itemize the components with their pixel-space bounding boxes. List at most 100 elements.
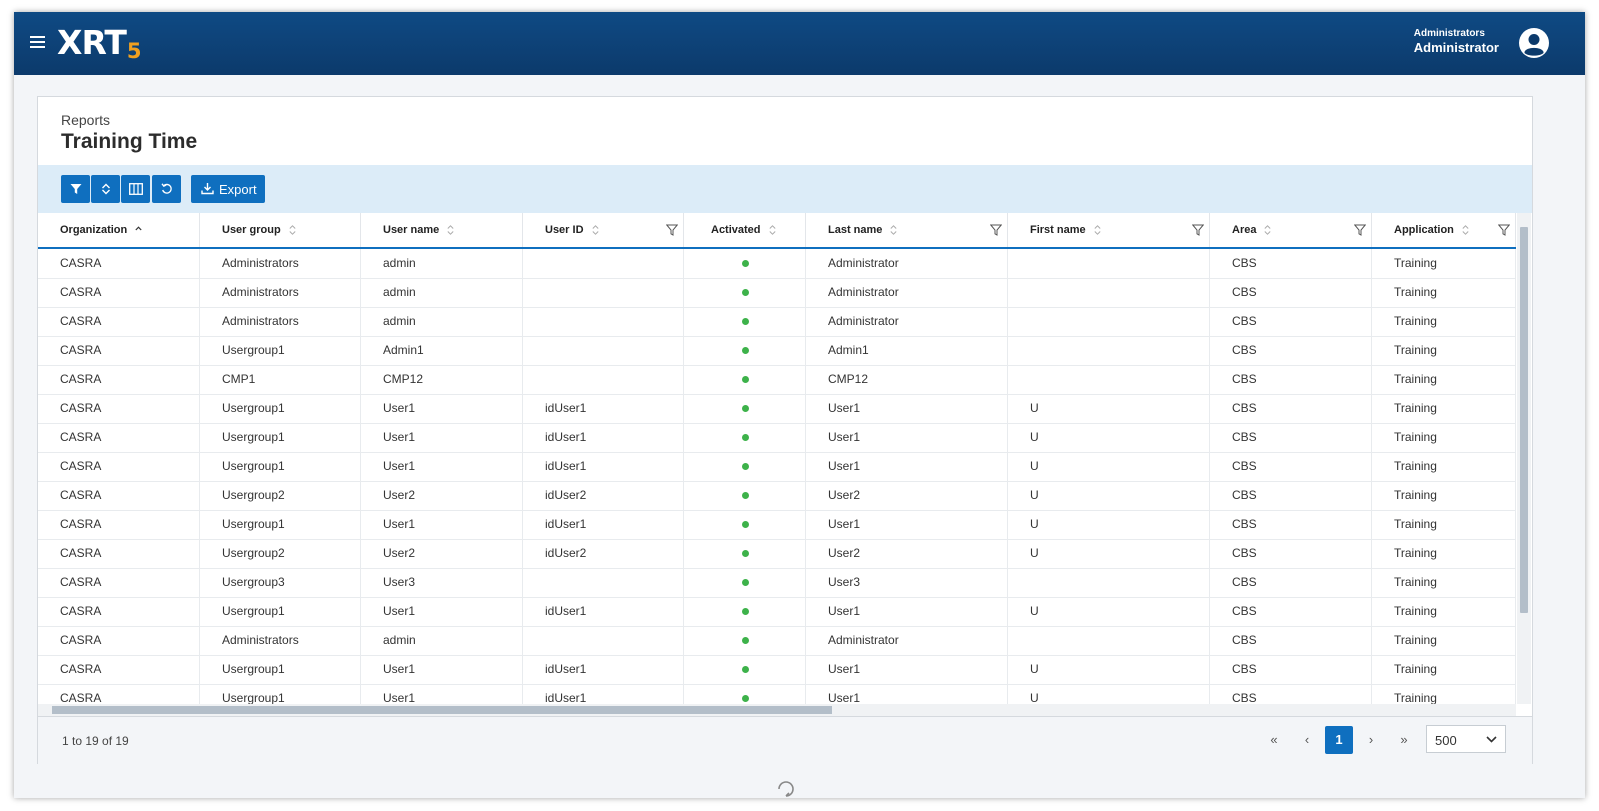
- cell-text: Training: [1394, 517, 1437, 531]
- cell-last-name: User1: [806, 394, 1008, 423]
- table-row[interactable]: CASRA Usergroup2 User2 idUser2 User2 U CBS Trai…: [38, 539, 1516, 569]
- app-logo[interactable]: XRT5: [57, 24, 141, 66]
- activated-status-icon: [742, 318, 749, 325]
- user-role: Administrators: [1413, 28, 1485, 39]
- column-header-organization[interactable]: Organization: [38, 213, 200, 247]
- cell-first-name: [1008, 336, 1210, 365]
- page-button-current[interactable]: 1: [1325, 726, 1353, 754]
- table-row[interactable]: CASRA Usergroup1 User1 idUser1 User1 U CBS Trai…: [38, 655, 1516, 685]
- column-header-activated[interactable]: Activated: [684, 213, 806, 247]
- page-size-select[interactable]: 500: [1426, 725, 1506, 753]
- cell-organization: CASRA: [38, 452, 200, 481]
- cell-first-name: [1008, 307, 1210, 336]
- cell-text: Training: [1394, 691, 1437, 704]
- cell-activated: [684, 597, 806, 626]
- cell-first-name: [1008, 365, 1210, 394]
- column-header-user-group[interactable]: User group: [200, 213, 361, 247]
- filter-icon: [70, 184, 81, 194]
- horizontal-scroll-thumb[interactable]: [52, 706, 832, 714]
- vertical-scrollbar[interactable]: [1517, 213, 1531, 704]
- cell-organization: CASRA: [38, 597, 200, 626]
- table-row[interactable]: CASRA Administrators admin Administrator CBS…: [38, 249, 1516, 279]
- cell-user-id: [523, 307, 684, 336]
- cell-text: CASRA: [60, 430, 102, 444]
- column-filter-icon[interactable]: [1354, 224, 1366, 236]
- table-row[interactable]: CASRA Administrators admin Administrator CBS…: [38, 278, 1516, 308]
- next-page-button[interactable]: ›: [1368, 732, 1374, 747]
- export-button[interactable]: Export: [191, 175, 265, 203]
- table-row[interactable]: CASRA Usergroup3 User3 User3 CBS Training: [38, 568, 1516, 598]
- breadcrumb[interactable]: Reports: [61, 112, 111, 128]
- table-row[interactable]: CASRA Usergroup1 User1 idUser1 User1 U CBS Trai…: [38, 423, 1516, 453]
- column-filter-icon[interactable]: [990, 224, 1002, 236]
- prev-page-button[interactable]: ‹: [1304, 732, 1310, 747]
- reset-button[interactable]: [152, 175, 181, 203]
- column-filter-icon[interactable]: [1192, 224, 1204, 236]
- cell-user-group: Usergroup2: [200, 539, 361, 568]
- horizontal-scrollbar[interactable]: [38, 704, 1516, 716]
- table-row[interactable]: CASRA Usergroup1 Admin1 Admin1 CBS Training: [38, 336, 1516, 366]
- sort-icon[interactable]: [1094, 225, 1101, 235]
- cell-text: CBS: [1232, 604, 1257, 618]
- first-page-button[interactable]: «: [1270, 732, 1278, 747]
- column-filter-icon[interactable]: [1498, 224, 1510, 236]
- chevron-down-icon: [1486, 736, 1497, 743]
- cell-text: U: [1030, 459, 1039, 473]
- columns-icon: [128, 183, 143, 195]
- column-header-first-name[interactable]: First name: [1008, 213, 1210, 247]
- sort-icon[interactable]: [447, 225, 454, 235]
- cell-text: Training: [1394, 459, 1437, 473]
- cell-organization: CASRA: [38, 481, 200, 510]
- column-header-user-name[interactable]: User name: [361, 213, 523, 247]
- sort-icon[interactable]: [769, 225, 776, 235]
- column-header-user-id[interactable]: User ID: [523, 213, 684, 247]
- column-header-last-name[interactable]: Last name: [806, 213, 1008, 247]
- columns-button[interactable]: [121, 175, 150, 203]
- column-header-label: First name: [1030, 224, 1086, 236]
- table-row[interactable]: CASRA Usergroup1 User1 idUser1 User1 U CBS Trai…: [38, 510, 1516, 540]
- cell-last-name: CMP12: [806, 365, 1008, 394]
- cell-activated: [684, 539, 806, 568]
- sort-icon[interactable]: [592, 225, 599, 235]
- cell-text: U: [1030, 691, 1039, 704]
- cell-user-name: User1: [361, 394, 523, 423]
- cell-activated: [684, 336, 806, 365]
- cell-area: CBS: [1210, 365, 1372, 394]
- sort-button[interactable]: [91, 175, 120, 203]
- vertical-scroll-thumb[interactable]: [1520, 227, 1528, 613]
- table-row[interactable]: CASRA Usergroup1 User1 idUser1 User1 U CBS Trai…: [38, 597, 1516, 627]
- sort-icon[interactable]: [289, 225, 296, 235]
- filter-button[interactable]: [61, 175, 90, 203]
- table-row[interactable]: CASRA CMP1 CMP12 CMP12 CBS Training: [38, 365, 1516, 395]
- table-row[interactable]: CASRA Administrators admin Administrator CBS…: [38, 626, 1516, 656]
- avatar-icon[interactable]: [1519, 28, 1549, 58]
- user-info[interactable]: Administrators Administrator: [1414, 28, 1499, 55]
- cell-user-name: admin: [361, 249, 523, 278]
- cell-area: CBS: [1210, 539, 1372, 568]
- last-page-button[interactable]: »: [1400, 732, 1408, 747]
- table-row[interactable]: CASRA Usergroup1 User1 idUser1 User1 U CBS Trai…: [38, 452, 1516, 482]
- cell-first-name: [1008, 568, 1210, 597]
- cell-area: CBS: [1210, 452, 1372, 481]
- sort-icon[interactable]: [1462, 225, 1469, 235]
- cell-user-id: idUser1: [523, 655, 684, 684]
- column-header-area[interactable]: Area: [1210, 213, 1372, 247]
- sort-icon[interactable]: [890, 225, 897, 235]
- cell-application: Training: [1372, 481, 1516, 510]
- column-filter-icon[interactable]: [666, 224, 678, 236]
- sort-icon[interactable]: [135, 225, 142, 235]
- cell-user-group: Usergroup2: [200, 481, 361, 510]
- table-row[interactable]: CASRA Usergroup1 User1 idUser1 User1 U CBS Trai…: [38, 394, 1516, 424]
- table-row[interactable]: CASRA Usergroup1 User1 idUser1 User1 U CBS Trai…: [38, 684, 1516, 704]
- cell-area: CBS: [1210, 655, 1372, 684]
- export-label: Export: [219, 182, 257, 197]
- table-row[interactable]: CASRA Administrators admin Administrator CBS…: [38, 307, 1516, 337]
- cell-application: Training: [1372, 655, 1516, 684]
- sort-icon[interactable]: [1264, 225, 1271, 235]
- cell-activated: [684, 510, 806, 539]
- column-header-application[interactable]: Application: [1372, 213, 1516, 247]
- cell-organization: CASRA: [38, 365, 200, 394]
- menu-icon[interactable]: [30, 36, 45, 48]
- cell-user-id: idUser2: [523, 539, 684, 568]
- table-row[interactable]: CASRA Usergroup2 User2 idUser2 User2 U CBS Trai…: [38, 481, 1516, 511]
